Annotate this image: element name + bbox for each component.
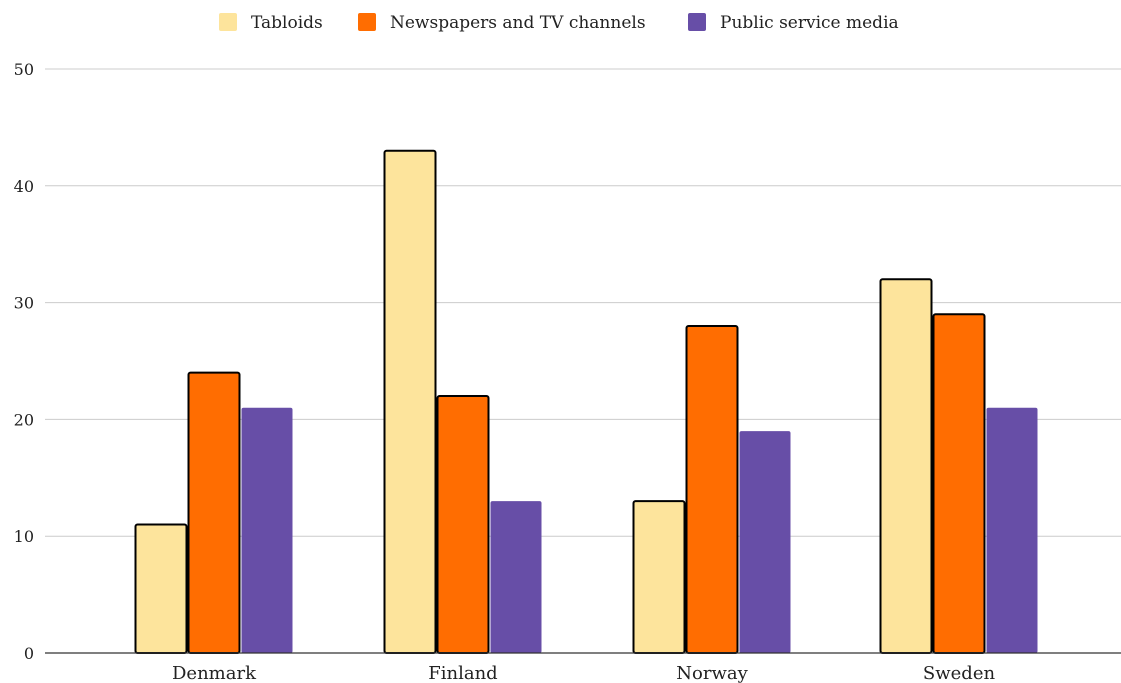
bar (932, 313, 986, 654)
legend-label: Public service media (720, 13, 899, 33)
bar (187, 371, 241, 654)
bar (241, 407, 293, 653)
bar (134, 523, 188, 655)
y-axis: 0 10 20 30 40 50 (14, 60, 34, 663)
bar-group (383, 149, 542, 654)
legend-swatch (219, 13, 237, 31)
legend-item: Tabloids (219, 13, 323, 33)
bar (436, 395, 490, 654)
legend-label: Newspapers and TV channels (390, 13, 646, 33)
y-tick-label: 40 (14, 177, 34, 196)
legend-item: Public service media (688, 13, 899, 33)
y-tick-label: 30 (14, 294, 34, 313)
bar-group (632, 324, 791, 654)
bar (879, 278, 933, 654)
bar (383, 149, 437, 654)
legend-swatch (688, 13, 706, 31)
x-tick-label: Sweden (923, 663, 996, 683)
chart-legend: Tabloids Newspapers and TV channels Public… (219, 13, 899, 33)
bar (490, 501, 542, 653)
bar (739, 431, 791, 653)
bar (632, 500, 686, 654)
legend-item: Newspapers and TV channels (358, 13, 646, 33)
x-tick-label: Norway (676, 663, 748, 683)
bar-group (879, 278, 1038, 654)
bar (986, 407, 1038, 653)
bar-group (134, 371, 293, 655)
y-tick-label: 50 (14, 60, 34, 79)
legend-swatch (358, 13, 376, 31)
x-tick-label: Denmark (172, 663, 257, 683)
y-tick-label: 0 (24, 644, 34, 663)
x-tick-label: Finland (428, 663, 497, 683)
bars (134, 149, 1038, 655)
y-tick-label: 20 (14, 410, 34, 429)
bar (685, 324, 739, 654)
x-axis: Denmark Finland Norway Sweden (45, 652, 1121, 683)
legend-label: Tabloids (251, 13, 323, 33)
y-tick-label: 10 (14, 527, 34, 546)
